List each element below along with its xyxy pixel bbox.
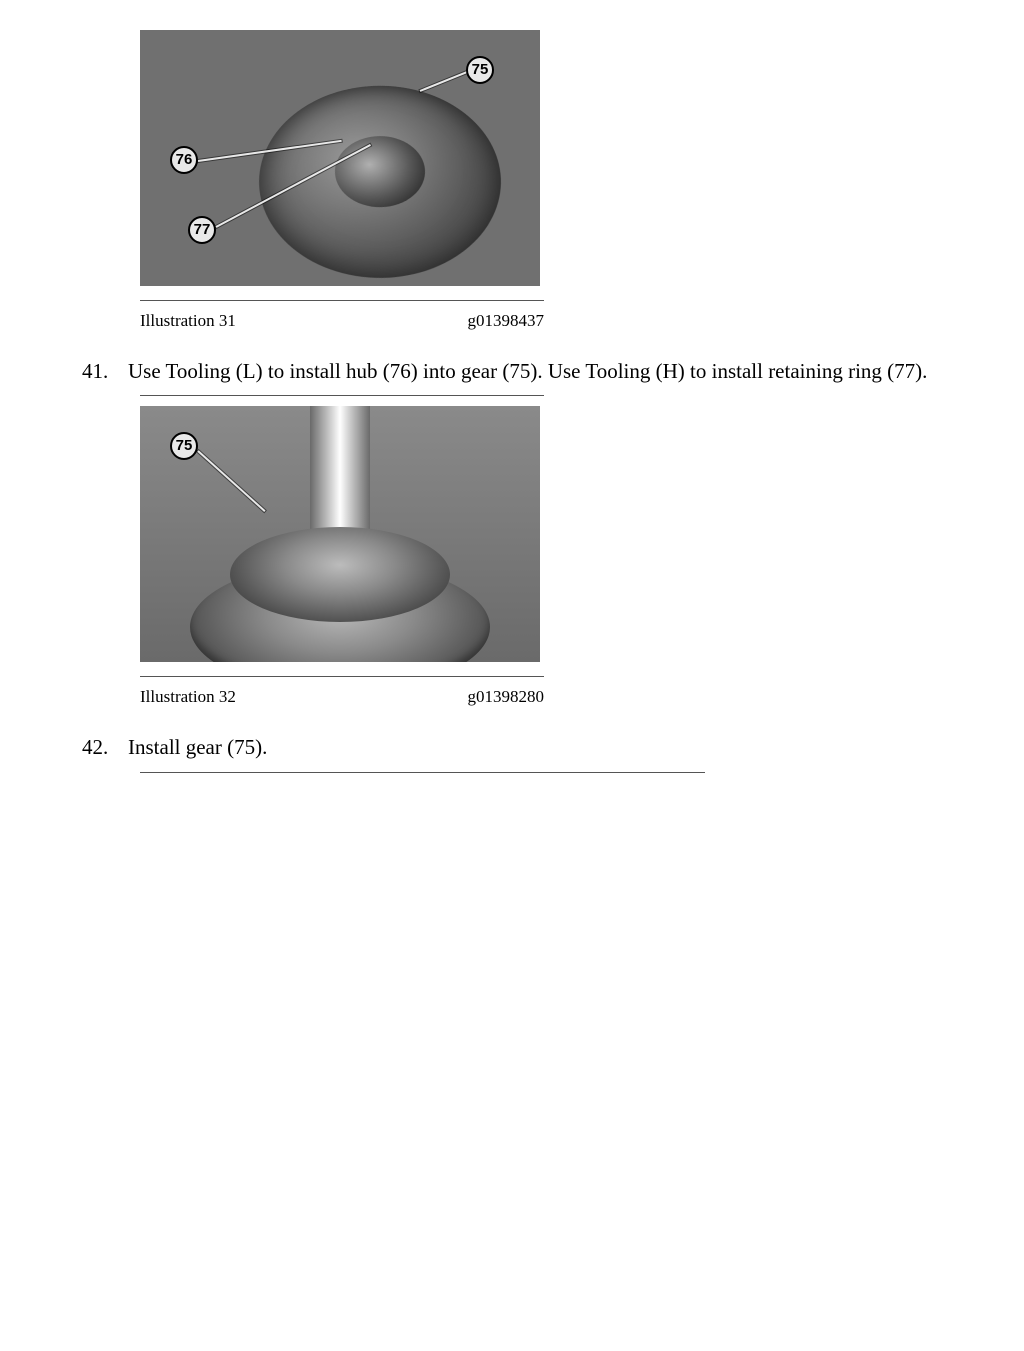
figure-32-image: 75 — [140, 406, 540, 662]
figure-31-block: 75 76 77 Illustration 31 g01398437 — [140, 30, 544, 331]
figure-31-illustration-label: Illustration 31 — [140, 311, 236, 331]
bottom-rule-wrap — [140, 772, 705, 773]
callout-75b: 75 — [170, 432, 198, 460]
figure-32-rule-top — [140, 395, 544, 396]
figure-32-block: 75 Illustration 32 g01398280 — [140, 395, 544, 707]
leader-line-75b — [197, 451, 265, 513]
figure-31-code: g01398437 — [468, 311, 545, 331]
figure-32-caption-row: Illustration 32 g01398280 — [140, 687, 544, 707]
figure-32-rule — [140, 676, 544, 677]
step-42: 42. Install gear (75). — [70, 733, 954, 761]
callout-75: 75 — [466, 56, 494, 84]
step-42-number: 42. — [70, 733, 128, 761]
figure-31-rule — [140, 300, 544, 301]
leader-line-75 — [420, 69, 472, 91]
step-41: 41. Use Tooling (L) to install hub (76) … — [70, 357, 954, 385]
callout-77: 77 — [188, 216, 216, 244]
bottom-rule — [140, 772, 705, 773]
figure-32-illustration-label: Illustration 32 — [140, 687, 236, 707]
figure-31-caption-row: Illustration 31 g01398437 — [140, 311, 544, 331]
page: 75 76 77 Illustration 31 g01398437 41. U… — [0, 0, 1024, 1351]
callout-76: 76 — [170, 146, 198, 174]
figure-31-image: 75 76 77 — [140, 30, 540, 286]
step-42-text: Install gear (75). — [128, 733, 954, 761]
step-41-number: 41. — [70, 357, 128, 385]
gear-stack2-shape — [230, 527, 450, 622]
figure-32-code: g01398280 — [468, 687, 545, 707]
step-41-text: Use Tooling (L) to install hub (76) into… — [128, 357, 954, 385]
